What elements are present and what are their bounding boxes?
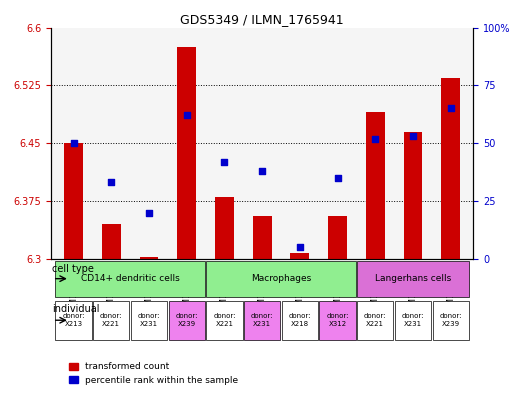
- Point: [258, 168, 266, 174]
- Point: [145, 209, 153, 216]
- Bar: [64, 143, 83, 259]
- Point: [183, 112, 191, 119]
- Bar: [441, 78, 460, 259]
- Bar: [215, 197, 234, 259]
- FancyBboxPatch shape: [55, 301, 92, 340]
- Legend: transformed count, percentile rank within the sample: transformed count, percentile rank withi…: [66, 359, 242, 389]
- Bar: [291, 253, 309, 259]
- FancyBboxPatch shape: [55, 261, 205, 297]
- Bar: [404, 132, 422, 259]
- Bar: [177, 47, 196, 259]
- Point: [107, 179, 116, 185]
- Text: individual: individual: [51, 305, 99, 314]
- FancyBboxPatch shape: [357, 301, 393, 340]
- Text: cell type: cell type: [51, 264, 94, 274]
- Title: GDS5349 / ILMN_1765941: GDS5349 / ILMN_1765941: [180, 13, 344, 26]
- Text: donor:
X213: donor: X213: [62, 314, 85, 327]
- Point: [69, 140, 77, 146]
- Bar: [252, 217, 272, 259]
- Bar: [102, 224, 121, 259]
- Point: [447, 105, 455, 112]
- FancyBboxPatch shape: [282, 301, 318, 340]
- Bar: [328, 217, 347, 259]
- FancyBboxPatch shape: [395, 301, 431, 340]
- Point: [333, 175, 342, 181]
- Point: [296, 244, 304, 250]
- Text: CD14+ dendritic cells: CD14+ dendritic cells: [81, 274, 180, 283]
- Text: donor:
X312: donor: X312: [326, 314, 349, 327]
- Point: [371, 135, 379, 141]
- Text: donor:
X218: donor: X218: [289, 314, 311, 327]
- FancyBboxPatch shape: [244, 301, 280, 340]
- FancyBboxPatch shape: [206, 301, 242, 340]
- FancyBboxPatch shape: [357, 261, 469, 297]
- Bar: [139, 257, 158, 259]
- Text: donor:
X231: donor: X231: [138, 314, 160, 327]
- FancyBboxPatch shape: [93, 301, 129, 340]
- Point: [409, 133, 417, 140]
- Bar: [366, 112, 385, 259]
- Text: donor:
X239: donor: X239: [439, 314, 462, 327]
- Text: donor:
X239: donor: X239: [176, 314, 198, 327]
- Text: donor:
X221: donor: X221: [364, 314, 386, 327]
- FancyBboxPatch shape: [131, 301, 167, 340]
- FancyBboxPatch shape: [168, 301, 205, 340]
- Point: [220, 158, 229, 165]
- Text: donor:
X231: donor: X231: [251, 314, 273, 327]
- Text: Langerhans cells: Langerhans cells: [375, 274, 451, 283]
- FancyBboxPatch shape: [320, 301, 356, 340]
- Text: Macrophages: Macrophages: [251, 274, 311, 283]
- FancyBboxPatch shape: [206, 261, 356, 297]
- FancyBboxPatch shape: [433, 301, 469, 340]
- Text: donor:
X231: donor: X231: [402, 314, 425, 327]
- Text: donor:
X221: donor: X221: [213, 314, 236, 327]
- Text: donor:
X221: donor: X221: [100, 314, 123, 327]
